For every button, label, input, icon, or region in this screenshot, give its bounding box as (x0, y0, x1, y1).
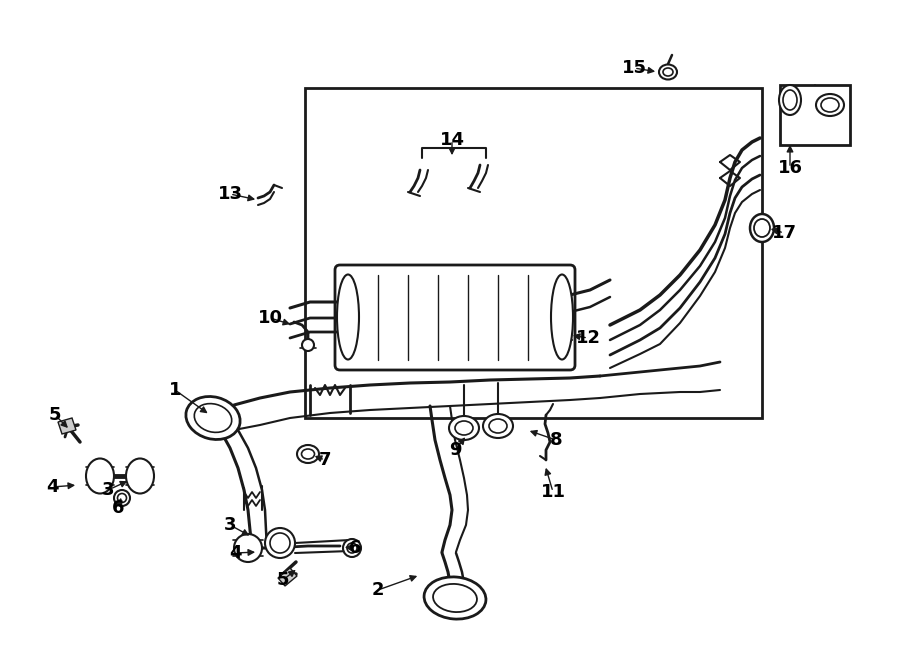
Text: 14: 14 (439, 131, 464, 149)
Ellipse shape (302, 339, 314, 351)
Ellipse shape (186, 397, 240, 440)
Text: 4: 4 (46, 478, 58, 496)
Text: 5: 5 (277, 571, 289, 589)
Text: 11: 11 (541, 483, 565, 501)
Ellipse shape (424, 577, 486, 619)
Ellipse shape (750, 214, 774, 242)
Text: 1: 1 (169, 381, 181, 399)
Polygon shape (58, 418, 76, 434)
Ellipse shape (551, 275, 573, 359)
Ellipse shape (194, 404, 231, 432)
Ellipse shape (337, 275, 359, 359)
Ellipse shape (816, 94, 844, 116)
Ellipse shape (821, 98, 839, 112)
Ellipse shape (347, 543, 357, 553)
Ellipse shape (659, 64, 677, 79)
Text: 6: 6 (112, 499, 124, 517)
FancyBboxPatch shape (335, 265, 575, 370)
Ellipse shape (118, 493, 127, 502)
Ellipse shape (234, 534, 262, 562)
Ellipse shape (433, 584, 477, 612)
Ellipse shape (114, 490, 130, 506)
Ellipse shape (483, 414, 513, 438)
Text: 3: 3 (102, 481, 114, 499)
Text: 13: 13 (218, 185, 242, 203)
Bar (780, 85, 850, 145)
Text: 8: 8 (550, 431, 562, 449)
Ellipse shape (754, 219, 770, 237)
Text: 2: 2 (372, 581, 384, 599)
Text: 10: 10 (257, 309, 283, 327)
Bar (305, 88, 762, 418)
Ellipse shape (297, 445, 319, 463)
Ellipse shape (86, 459, 114, 493)
Ellipse shape (343, 539, 361, 557)
Ellipse shape (270, 533, 290, 553)
Text: 9: 9 (449, 441, 461, 459)
Ellipse shape (455, 421, 473, 435)
Text: 16: 16 (778, 159, 803, 177)
Text: 7: 7 (319, 451, 331, 469)
Ellipse shape (783, 90, 797, 110)
Text: 12: 12 (575, 329, 600, 347)
Text: 6: 6 (349, 539, 361, 557)
Polygon shape (278, 568, 297, 586)
Ellipse shape (489, 419, 507, 433)
Text: 3: 3 (224, 516, 236, 534)
Text: 4: 4 (229, 544, 241, 562)
Ellipse shape (265, 528, 295, 558)
Ellipse shape (126, 459, 154, 493)
Ellipse shape (449, 416, 479, 440)
Ellipse shape (302, 449, 314, 459)
Ellipse shape (779, 85, 801, 115)
Text: 15: 15 (622, 59, 646, 77)
Ellipse shape (663, 68, 673, 76)
Text: 5: 5 (49, 406, 61, 424)
Text: 17: 17 (771, 224, 796, 242)
